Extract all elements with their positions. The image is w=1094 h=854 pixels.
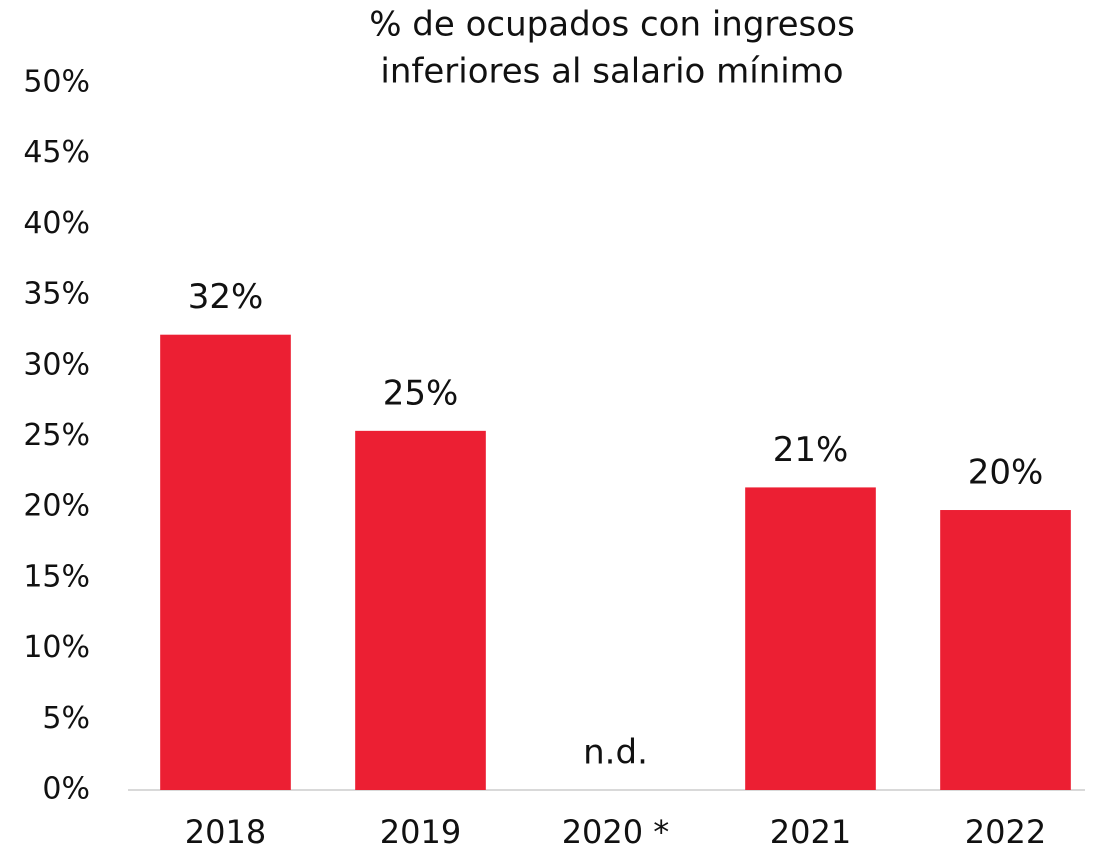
data-label: 25% [383, 373, 459, 413]
y-tick-label: 10% [23, 630, 90, 665]
data-label: n.d. [583, 733, 648, 773]
bar [355, 430, 486, 790]
chart-title: % de ocupados con ingresos [369, 5, 855, 45]
y-tick-label: 50% [23, 65, 90, 100]
x-tick-label: 2020 * [562, 813, 670, 851]
y-tick-label: 15% [23, 559, 90, 594]
y-tick-label: 0% [42, 772, 90, 807]
x-tick-label: 2019 [380, 813, 461, 851]
data-label: 20% [968, 453, 1044, 493]
y-tick-label: 35% [23, 277, 90, 312]
y-tick-label: 45% [23, 135, 90, 170]
data-label: 21% [773, 430, 849, 470]
y-tick-label: 20% [23, 489, 90, 524]
x-tick-label: 2018 [185, 813, 266, 851]
data-label: 32% [188, 277, 264, 317]
y-tick-label: 30% [23, 347, 90, 382]
x-tick-label: 2021 [770, 813, 851, 851]
bar [745, 487, 876, 790]
y-tick-label: 5% [42, 701, 90, 736]
chart-title: inferiores al salario mínimo [380, 52, 843, 92]
x-tick-label: 2022 [965, 813, 1046, 851]
bar [160, 334, 291, 790]
y-tick-label: 40% [23, 206, 90, 241]
bar [940, 510, 1071, 790]
y-tick-label: 25% [23, 418, 90, 453]
